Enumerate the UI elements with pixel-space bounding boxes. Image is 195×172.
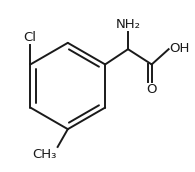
Text: O: O <box>146 83 157 96</box>
Text: OH: OH <box>169 42 190 55</box>
Text: CH₃: CH₃ <box>32 148 57 161</box>
Text: NH₂: NH₂ <box>115 18 141 31</box>
Text: Cl: Cl <box>23 31 36 44</box>
